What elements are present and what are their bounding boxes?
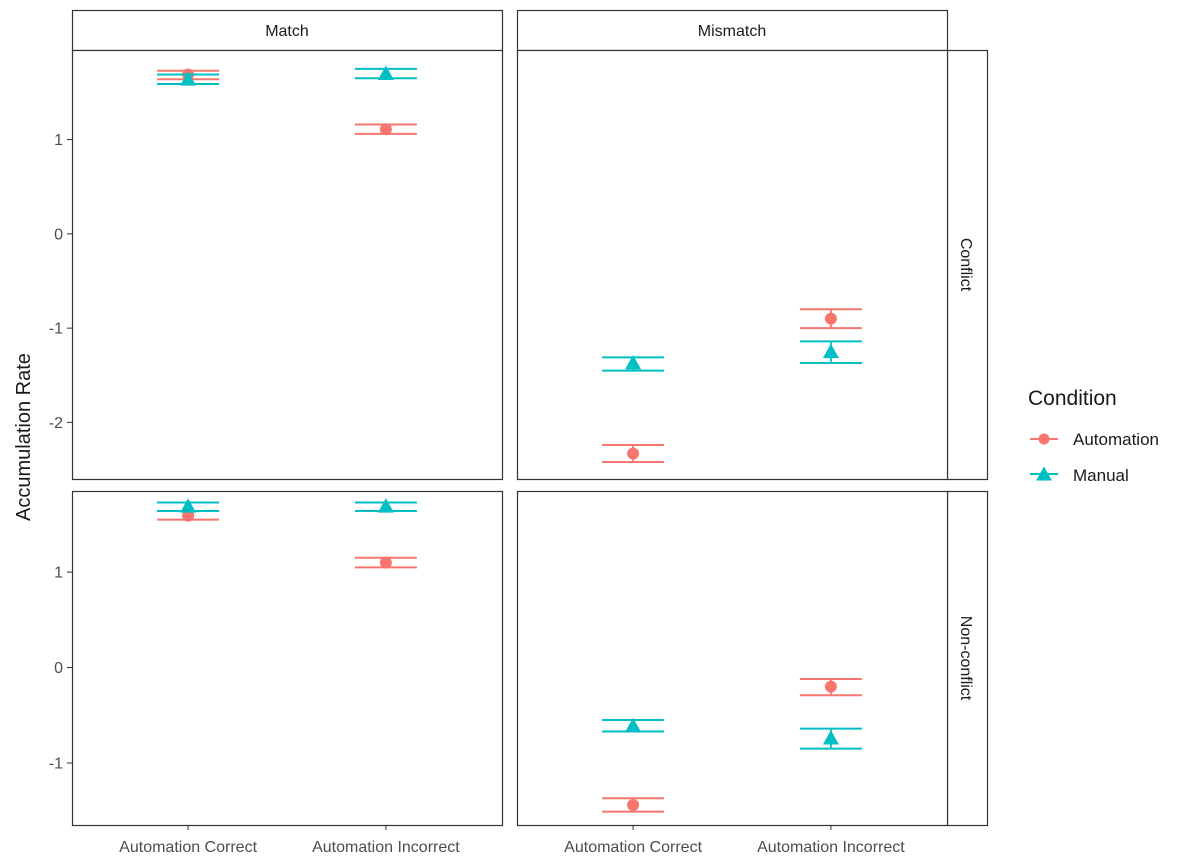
y-tick-label: 1 [54,132,63,149]
point-automation [379,556,392,569]
panel-border [516,49,949,481]
panel-border [516,490,949,827]
panel-conflict-mismatch [516,49,949,481]
legend-entry-automation: Automation [1030,430,1159,449]
y-tick-label: -1 [49,321,63,338]
point-automation [627,447,640,460]
point-automation [824,680,837,693]
point-manual [180,498,197,513]
point-automation [627,798,640,811]
point-manual [822,730,839,745]
point-automation [379,123,392,136]
panel-non-conflict-match [71,490,504,827]
column-strip-match: Match [71,9,504,52]
legend-key-circle-icon [1038,433,1050,445]
point-manual [625,717,642,733]
y-tick-label: -1 [49,755,63,772]
x-tick-label: Automation Correct [119,839,257,856]
legend-label-manual: Manual [1073,466,1129,485]
row-strip-box [946,49,989,481]
panel-border [71,490,504,827]
panel-non-conflict-mismatch [516,490,949,827]
point-automation [824,312,837,325]
legend: Condition Automation Manual [1028,387,1159,485]
x-tick-label: Automation Incorrect [312,839,460,856]
point-manual [822,343,839,359]
panel-conflict-match [71,49,504,481]
column-strip-label: Match [265,23,309,40]
point-manual [180,71,197,86]
y-axis-title: Accumulation Rate [13,353,35,521]
y-tick-label: 0 [54,226,63,243]
row-strip-label: Non-conflict [957,616,974,701]
x-tick-label: Automation Correct [564,839,702,856]
legend-key-triangle-icon [1036,466,1052,481]
row-strip-label: Conflict [957,238,974,292]
y-tick-label: 0 [54,660,63,677]
point-manual [377,65,394,80]
x-tick-label: Automation Incorrect [757,839,905,856]
row-strip-non-conflict: Non-conflict [946,490,989,827]
point-manual [625,355,642,370]
column-strip-label: Mismatch [698,23,766,40]
y-tick-label: -2 [49,415,63,432]
legend-label-automation: Automation [1073,430,1159,449]
legend-entry-manual: Manual [1030,466,1129,485]
column-strip-box [71,9,504,52]
panel-border [71,49,504,481]
point-automation [182,509,195,522]
y-tick-label: 1 [54,565,63,582]
row-strip-conflict: Conflict [946,49,989,481]
column-strip-box [516,9,949,52]
row-strip-box [946,490,989,827]
column-strip-mismatch: Mismatch [516,9,949,52]
point-manual [377,498,394,513]
legend-title: Condition [1028,387,1117,410]
